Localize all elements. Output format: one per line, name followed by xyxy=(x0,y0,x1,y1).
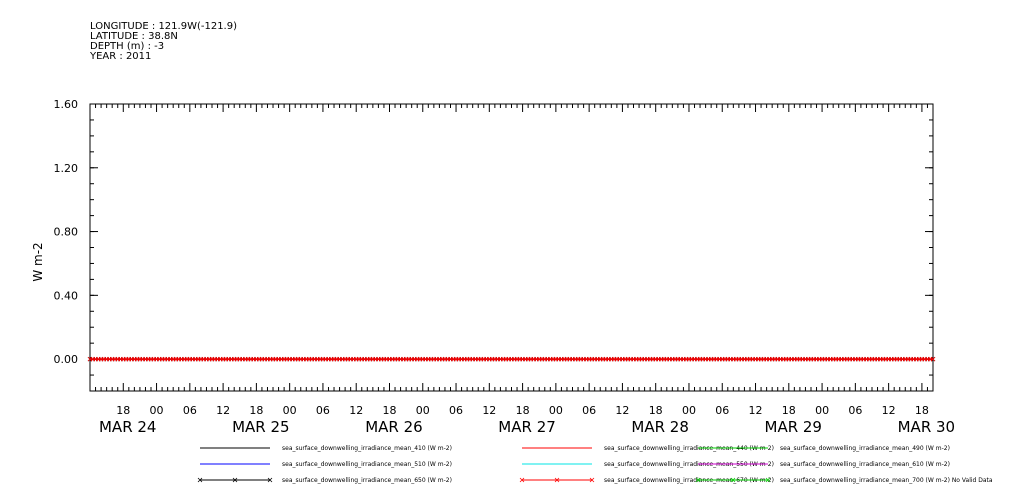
legend-marker xyxy=(232,477,238,483)
legend-label: sea_surface_downwelling_irradiance_mean_… xyxy=(282,477,452,484)
y-tick-label: 1.20 xyxy=(54,162,79,175)
x-tick-label: 06 xyxy=(183,404,197,417)
legend-label: sea_surface_downwelling_irradiance_mean_… xyxy=(604,477,774,484)
x-tick-label: 18 xyxy=(116,404,130,417)
day-label: MAR 27 xyxy=(498,418,555,436)
x-tick-label: 18 xyxy=(649,404,663,417)
legend-label: sea_surface_downwelling_irradiance_mean_… xyxy=(604,445,774,452)
x-tick-label: 00 xyxy=(682,404,696,417)
x-tick-label: 06 xyxy=(316,404,330,417)
x-tick-label: 12 xyxy=(882,404,896,417)
x-tick-label: 12 xyxy=(482,404,496,417)
day-label: MAR 28 xyxy=(631,418,688,436)
day-label: MAR 24 xyxy=(99,418,156,436)
x-tick-label: 18 xyxy=(915,404,929,417)
x-tick-label: 12 xyxy=(349,404,363,417)
x-tick-label: 00 xyxy=(150,404,164,417)
legend-marker xyxy=(730,477,736,483)
y-axis: 0.00 0.40 0.80 1.20 1.60 xyxy=(54,98,933,392)
legend-marker xyxy=(197,477,203,483)
x-axis: 18 00 06 12 18 00 06 12 18 00 06 12 18 00 06 12 18 00 06 12… xyxy=(89,104,955,436)
x-tick-label: 00 xyxy=(815,404,829,417)
legend-label: sea_surface_downwelling_irradiance_mean_… xyxy=(282,461,452,468)
x-tick-label: 18 xyxy=(249,404,263,417)
header-latitude: LATITUDE : 38.8N xyxy=(90,31,178,42)
y-tick-label: 0.00 xyxy=(54,353,79,366)
x-tick-label: 06 xyxy=(449,404,463,417)
y-tick-label: 0.40 xyxy=(54,289,79,302)
day-label: MAR 26 xyxy=(365,418,422,436)
x-tick-label: 00 xyxy=(549,404,563,417)
legend-label: sea_surface_downwelling_irradiance_mean_… xyxy=(780,461,950,468)
day-label: MAR 25 xyxy=(232,418,289,436)
legend-label: sea_surface_downwelling_irradiance_mean_… xyxy=(604,461,774,468)
day-label: MAR 29 xyxy=(765,418,822,436)
legend-label: sea_surface_downwelling_irradiance_mean_… xyxy=(780,477,993,484)
header-depth: DEPTH (m) : -3 xyxy=(90,41,165,52)
legend-marker xyxy=(267,477,273,483)
plot-header: LONGITUDE : 121.9W(-121.9) LATITUDE : 38… xyxy=(90,22,237,62)
header-year: YEAR : 2011 xyxy=(90,51,152,62)
x-tick-label: 00 xyxy=(416,404,430,417)
x-tick-label: 06 xyxy=(848,404,862,417)
x-tick-label: 12 xyxy=(749,404,763,417)
legend-label: sea_surface_downwelling_irradiance_mean_… xyxy=(282,445,452,452)
y-axis-label: W m-2 xyxy=(31,242,45,281)
x-tick-label: 06 xyxy=(582,404,596,417)
series-marker xyxy=(930,356,936,362)
day-label: MAR 30 xyxy=(898,418,955,436)
x-tick-label: 18 xyxy=(782,404,796,417)
y-tick-label: 1.60 xyxy=(54,98,79,111)
x-tick-label: 06 xyxy=(715,404,729,417)
legend-marker xyxy=(695,477,701,483)
legend-marker xyxy=(589,477,595,483)
legend: sea_surface_downwelling_irradiance_mean_… xyxy=(197,445,993,484)
x-tick-label: 12 xyxy=(216,404,230,417)
legend-marker xyxy=(765,477,771,483)
legend-label: sea_surface_downwelling_irradiance_mean_… xyxy=(780,445,950,452)
x-tick-label: 18 xyxy=(382,404,396,417)
x-tick-label: 12 xyxy=(615,404,629,417)
plot-frame xyxy=(89,103,934,392)
x-tick-label: 18 xyxy=(516,404,530,417)
header-longitude: LONGITUDE : 121.9W(-121.9) xyxy=(90,21,237,32)
legend-marker xyxy=(554,477,560,483)
legend-marker xyxy=(519,477,525,483)
x-tick-label: 00 xyxy=(283,404,297,417)
series-group xyxy=(87,356,936,362)
y-tick-label: 0.80 xyxy=(54,226,79,239)
